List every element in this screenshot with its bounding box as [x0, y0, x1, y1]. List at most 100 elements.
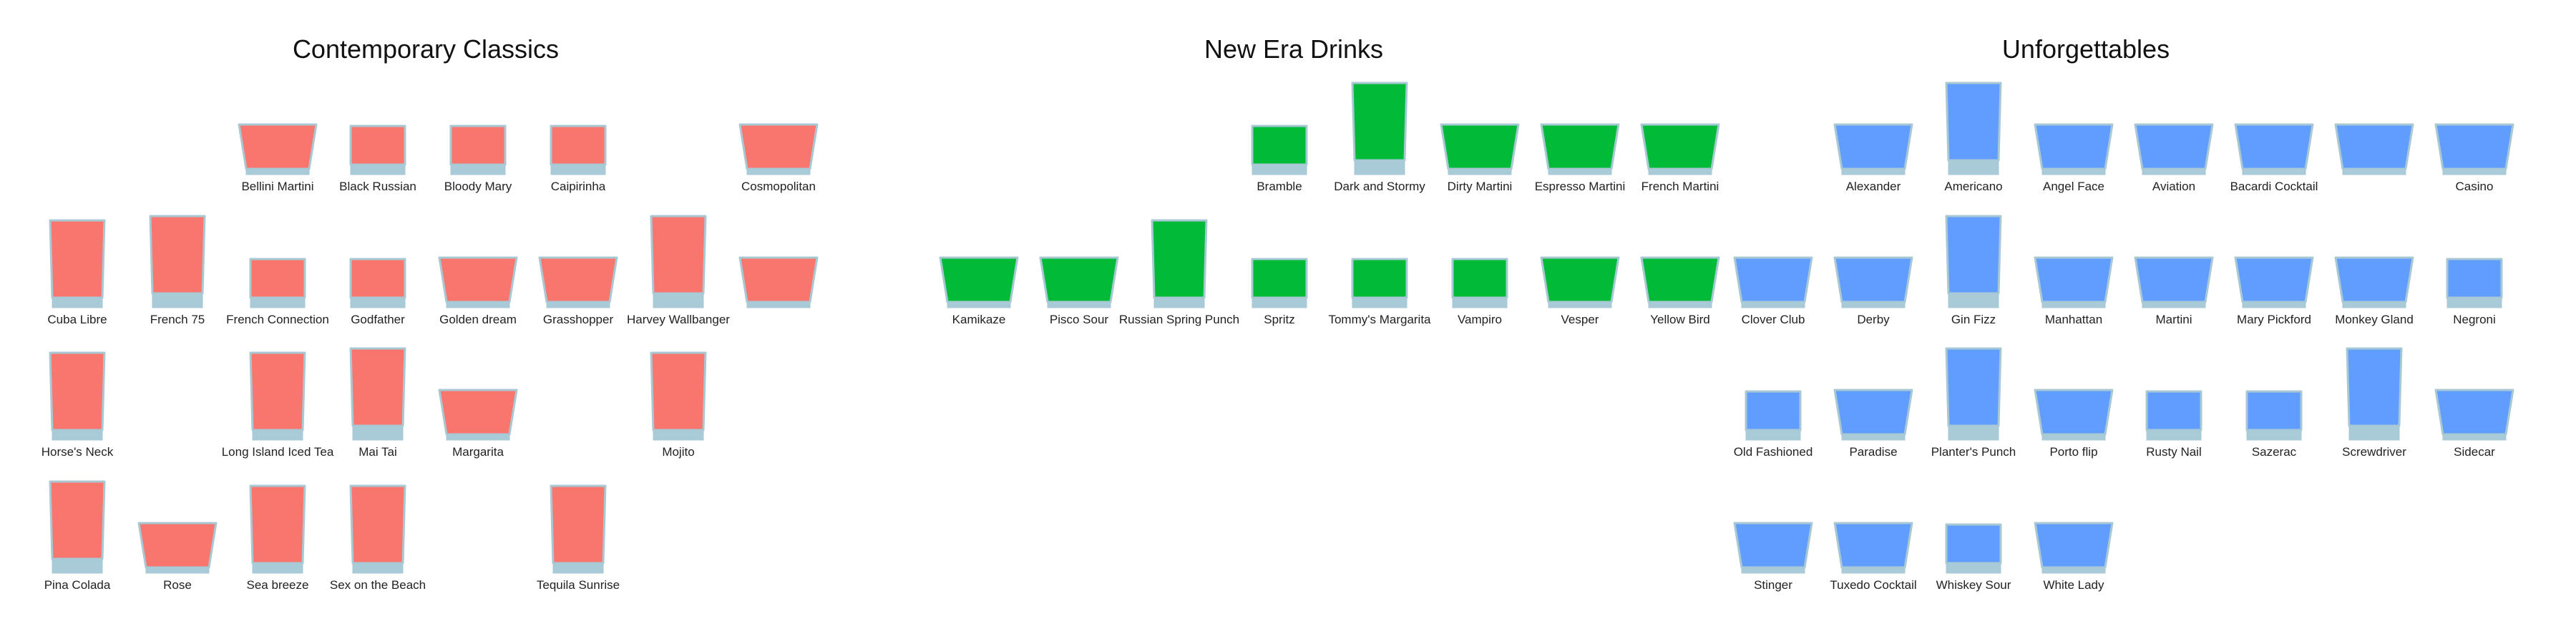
glass-body — [538, 256, 618, 303]
glass-base — [2242, 301, 2306, 308]
glass-body — [2334, 256, 2414, 303]
glass-base — [1153, 297, 1205, 308]
glass-body — [238, 123, 318, 170]
glass-body — [2434, 389, 2514, 436]
glass: Sazerac — [2245, 390, 2303, 459]
glass-base — [352, 425, 404, 441]
glass-base — [1252, 297, 1307, 308]
glass-label: Gin Fizz — [1951, 313, 1996, 326]
glass-base — [350, 297, 406, 308]
glass-label: Spritz — [1264, 313, 1294, 326]
glass: Mojito — [650, 351, 707, 459]
glass: Spritz — [1251, 258, 1308, 326]
glass-label: Godfather — [351, 313, 405, 326]
glass-label: Sea breeze — [247, 578, 309, 592]
panel-title: Unforgettables — [2002, 34, 2170, 64]
glass-body — [1745, 390, 1802, 431]
glass: Angel Face — [2034, 123, 2114, 193]
glass-base — [2041, 301, 2106, 308]
glass: Dirty Martini — [1440, 123, 1520, 193]
glass: French Martini — [1640, 123, 1720, 193]
glass-body — [1945, 82, 2002, 162]
glass: Tommy's Margarita — [1328, 258, 1431, 326]
glass-body — [49, 480, 106, 560]
glass-body — [1833, 256, 1913, 303]
glass: Sex on the Beach — [330, 484, 426, 592]
glass-base — [1452, 297, 1508, 308]
glass-body — [1833, 522, 1913, 569]
glass-body — [2134, 123, 2214, 170]
glass-label: Sidecar — [2454, 445, 2495, 459]
glass-body — [2034, 256, 2114, 303]
glass-body — [2334, 123, 2414, 170]
glass: Long Island Iced Tea — [222, 351, 334, 459]
glass: Mary Pickford — [2234, 256, 2314, 326]
glass: White Lady — [2034, 522, 2114, 592]
panel-0: Contemporary Classics Bellini Martini Blac… — [42, 34, 819, 592]
glass-base — [1252, 164, 1307, 175]
glass-body — [2446, 258, 2503, 299]
panel-2: Unforgettables Alexander Americano Angel Fa… — [1733, 34, 2514, 592]
glass-body — [1451, 258, 1508, 299]
glass-label: Manhattan — [2045, 313, 2102, 326]
glass-body — [2346, 347, 2403, 427]
glass-label: Espresso Martini — [1535, 180, 1626, 193]
glass-label: Planter's Punch — [1931, 445, 2016, 459]
glass: Stinger — [1733, 522, 1813, 592]
glass: Bloody Mary — [444, 125, 512, 193]
panel-title: New Era Drinks — [1204, 34, 1383, 64]
glass-label: Kamikaze — [952, 313, 1006, 326]
glass-body — [49, 351, 106, 431]
glass-body — [349, 125, 406, 166]
glass: Derby — [1833, 256, 1913, 326]
glass: Margarita — [438, 389, 518, 459]
glass-body — [49, 219, 106, 299]
glass-body — [1039, 256, 1119, 303]
glass-label: Monkey Gland — [2335, 313, 2414, 326]
glass-label: Tuxedo Cocktail — [1830, 578, 1916, 592]
glass-body — [738, 123, 819, 170]
glass-base — [52, 297, 103, 308]
glass-body — [249, 258, 306, 299]
glass-label: Black Russian — [339, 180, 416, 193]
glass: Mai Tai — [349, 347, 406, 459]
glass-base — [746, 301, 811, 308]
glass-label: White Lady — [2043, 578, 2104, 592]
glass-label: Grasshopper — [543, 313, 614, 326]
glass-base — [1946, 562, 2001, 574]
glass: Planter's Punch — [1931, 347, 2016, 459]
glass-label: Bloody Mary — [444, 180, 512, 193]
glass-label: Bacardi Cocktail — [2230, 180, 2318, 193]
glass-base — [947, 301, 1011, 308]
glass-base — [2146, 429, 2202, 441]
glass: Bacardi Cocktail — [2230, 123, 2318, 193]
glass-base — [2348, 425, 2400, 441]
glass-base — [1841, 567, 1906, 574]
glass-label: Rusty Nail — [2146, 445, 2201, 459]
glass: Old Fashioned — [1734, 390, 1813, 459]
glass-base — [252, 429, 303, 441]
glass-label: Yellow Bird — [1650, 313, 1709, 326]
glass: Yellow Bird — [1640, 256, 1720, 326]
glass-body — [1540, 123, 1620, 170]
glass-body — [650, 215, 707, 295]
glass: Tuxedo Cocktail — [1830, 522, 1917, 592]
glass: Porto flip — [2034, 389, 2114, 459]
glass-base — [1352, 297, 1407, 308]
panel-1: New Era Drinks Bramble Dark and Stormy Dirt… — [939, 34, 1720, 326]
glass-label: Cosmopolitan — [741, 180, 816, 193]
glass-base — [546, 301, 610, 308]
glass: Bramble — [1251, 125, 1308, 193]
glass-body — [550, 125, 607, 166]
glass-base — [446, 434, 510, 441]
glass-body — [2134, 256, 2214, 303]
glass-body — [1540, 256, 1620, 303]
glass-base — [352, 562, 404, 574]
glass: Vesper — [1540, 256, 1620, 326]
glass-body — [2034, 522, 2114, 569]
glass-label: Derby — [1857, 313, 1890, 326]
glass-label: Aviation — [2152, 180, 2195, 193]
glass-base — [145, 567, 210, 574]
glass-label: Americano — [1944, 180, 2002, 193]
glass-body — [438, 256, 518, 303]
